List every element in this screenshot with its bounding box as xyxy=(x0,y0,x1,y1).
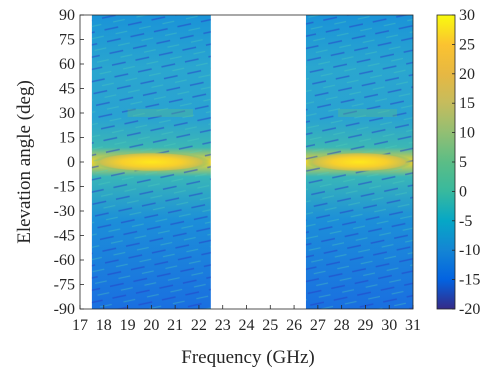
main-lobe-2 xyxy=(305,152,413,172)
secondary-band-1 xyxy=(127,109,193,117)
y-axis: 90 75 60 45 30 15 0 -15 -30 -45 -60 -75 -90 xyxy=(54,7,84,318)
secondary-band-2 xyxy=(338,109,397,117)
colorbar-tick-label: -15 xyxy=(459,272,480,289)
x-tick-label: 29 xyxy=(357,317,373,334)
colorbar-tick-label: 0 xyxy=(459,183,467,200)
plot-area xyxy=(79,14,414,310)
y-tick-label: -30 xyxy=(54,203,75,220)
colorbar-tick-label: 30 xyxy=(459,7,475,24)
y-tick-label: 30 xyxy=(59,105,75,122)
x-tick-label: 21 xyxy=(167,317,183,334)
colorbar-tick-label: 5 xyxy=(459,154,467,171)
y-tick-label: -45 xyxy=(54,228,75,245)
y-tick-label: 75 xyxy=(59,32,75,49)
x-tick-label: 30 xyxy=(381,317,397,334)
y-tick-label: 15 xyxy=(59,130,75,147)
x-axis-label: Frequency (GHz) xyxy=(181,347,314,368)
colorbar-tick-label: 10 xyxy=(459,125,475,142)
x-tick-label: 17 xyxy=(72,317,88,334)
colorbar-tick-label: 20 xyxy=(459,66,475,83)
x-tick-label: 26 xyxy=(286,317,302,334)
colorbar-tick-label: -5 xyxy=(459,213,472,230)
colorbar-tick-label: -20 xyxy=(459,301,480,318)
x-tick-label: 18 xyxy=(96,317,112,334)
colorbar-tick-label: -10 xyxy=(459,242,480,259)
y-tick-label: 90 xyxy=(59,7,75,24)
y-tick-label: 0 xyxy=(67,154,75,171)
y-tick-label: -60 xyxy=(54,252,75,269)
x-tick-label: 22 xyxy=(191,317,207,334)
colorbar-tick-label: 25 xyxy=(459,36,475,53)
colorbar: 30 25 20 15 10 5 0 -5 -10 -15 -20 xyxy=(436,7,480,318)
y-tick-label: 45 xyxy=(59,81,75,98)
y-tick-label: 60 xyxy=(59,56,75,73)
main-lobe-1 xyxy=(91,152,211,172)
x-tick-label: 25 xyxy=(262,317,278,334)
x-tick-label: 23 xyxy=(215,317,231,334)
x-tick-label: 31 xyxy=(405,317,421,334)
x-tick-label: 24 xyxy=(239,317,255,334)
x-axis: 17 18 19 20 21 22 23 24 25 26 27 28 29 30 31 xyxy=(72,305,421,334)
colorbar-tick-label: 15 xyxy=(459,95,475,112)
x-tick-label: 28 xyxy=(334,317,350,334)
y-tick-label: -75 xyxy=(54,277,75,294)
y-tick-label: -90 xyxy=(54,301,75,318)
x-tick-label: 27 xyxy=(310,317,326,334)
x-tick-label: 19 xyxy=(120,317,136,334)
y-tick-label: -15 xyxy=(54,179,75,196)
x-tick-label: 20 xyxy=(143,317,159,334)
y-axis-label: Elevation angle (deg) xyxy=(14,80,35,244)
